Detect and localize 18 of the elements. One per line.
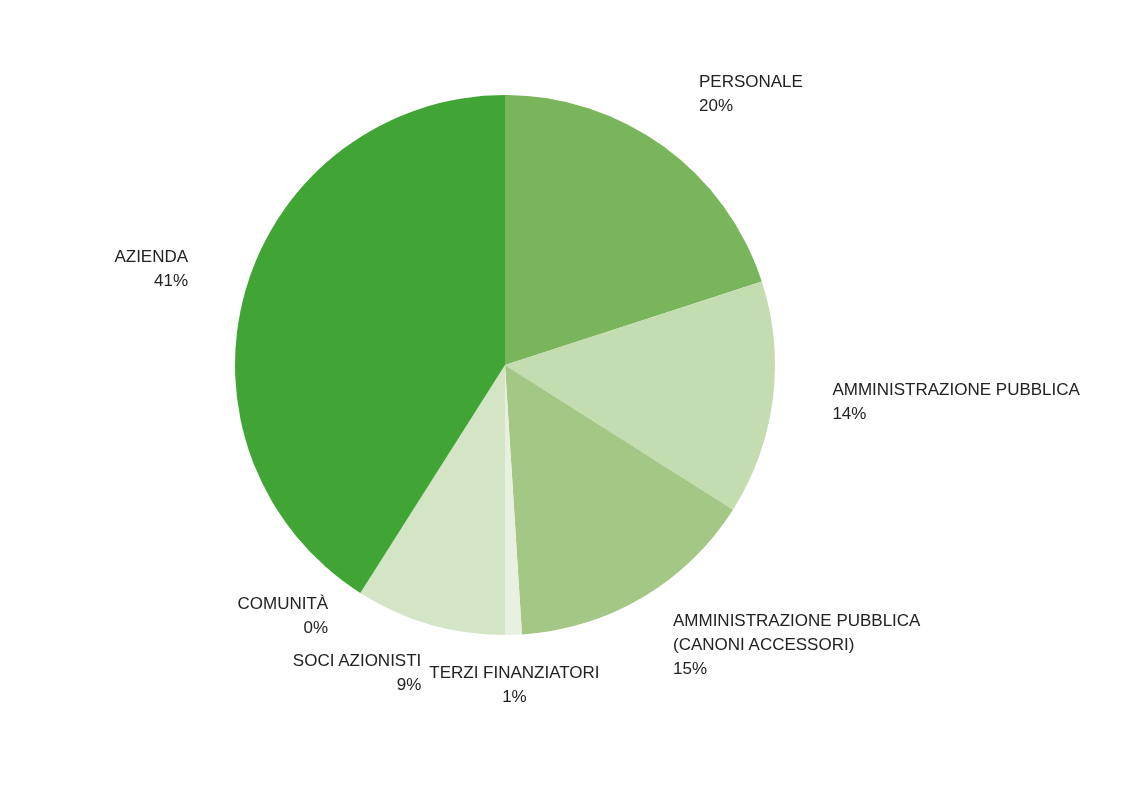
slice-label: SOCI AZIONISTI [292,651,422,671]
slice-label: TERZI FINANZIATORI [429,662,600,682]
data-label: 15% [672,659,708,679]
pie-slice [505,281,775,510]
slice-label: AZIENDA [114,246,189,266]
data-label: 20% [698,96,733,116]
slice-label: AMMINISTRAZIONE PUBBLICA [832,380,1081,400]
text: 0% [303,617,329,637]
slice-label: PERSONALE [698,72,803,92]
pie-slice [235,95,505,593]
slice-label: AMMINISTRAZIONE PUBBLICA (CANONI ACCESSORI) [672,611,922,655]
pie-slice [360,365,505,635]
category-label: COMUNITÀ [237,593,329,613]
data-label: 9% [396,675,422,695]
data-label: 41% [154,270,189,290]
data-label: 14% [832,404,867,424]
data-label: 1% [502,686,527,706]
pie-slice [505,95,762,365]
